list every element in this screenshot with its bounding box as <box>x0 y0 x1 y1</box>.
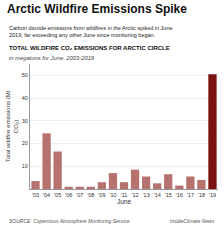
svg-text:'14: '14 <box>154 192 161 198</box>
svg-text:'11: '11 <box>121 192 128 198</box>
svg-text:'03: '03 <box>32 192 39 198</box>
svg-text:'07: '07 <box>76 192 83 198</box>
svg-text:'15: '15 <box>165 192 172 198</box>
svg-text:'08: '08 <box>87 192 94 198</box>
svg-text:in megatons for June, 2003-201: in megatons for June, 2003-2019 <box>9 55 95 61</box>
svg-text:'17: '17 <box>187 192 194 198</box>
svg-text:20: 20 <box>22 140 28 146</box>
svg-text:'04: '04 <box>43 192 50 198</box>
svg-text:50: 50 <box>22 72 28 78</box>
svg-text:'05: '05 <box>54 192 61 198</box>
svg-text:'13: '13 <box>143 192 150 198</box>
svg-text:'09: '09 <box>98 192 105 198</box>
svg-text:10: 10 <box>22 163 28 169</box>
svg-text:Arctic Wildfire Emissions Spik: Arctic Wildfire Emissions Spike <box>7 2 187 16</box>
svg-text:'06: '06 <box>65 192 72 198</box>
svg-text:'10: '10 <box>109 192 116 198</box>
svg-text:InsideClimate News: InsideClimate News <box>170 218 215 224</box>
svg-text:'18: '18 <box>198 192 205 198</box>
svg-text:SOURCE: Copernicus Atmosphere: SOURCE: Copernicus Atmosphere Monitoring… <box>9 218 130 224</box>
svg-text:Total wildfire emissions (MtCO: Total wildfire emissions (MtCO₂) <box>5 90 19 162</box>
svg-text:'12: '12 <box>131 192 138 198</box>
svg-text:June: June <box>117 198 131 205</box>
svg-text:40: 40 <box>22 95 28 101</box>
svg-text:TOTAL WILDFIRE CO₂ EMISSIONS F: TOTAL WILDFIRE CO₂ EMISSIONS FOR ARCTIC … <box>9 45 170 51</box>
svg-text:'19: '19 <box>209 192 216 198</box>
svg-text:Carbon dioxide emissions from: Carbon dioxide emissions from wildfires … <box>9 25 173 38</box>
svg-text:30: 30 <box>22 118 28 124</box>
svg-text:'16: '16 <box>176 192 183 198</box>
